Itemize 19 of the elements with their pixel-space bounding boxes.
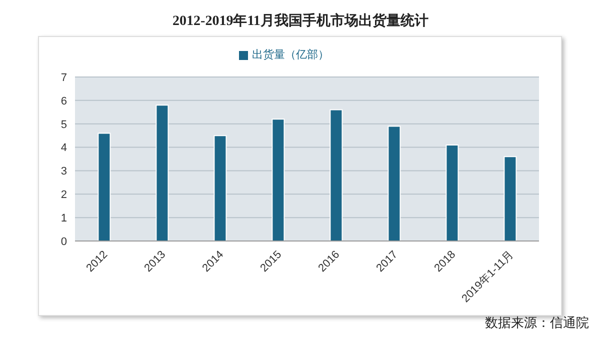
y-tick-label: 4 bbox=[60, 142, 67, 154]
bar bbox=[446, 144, 459, 241]
chart-title: 2012-2019年11月我国手机市场出货量统计 bbox=[172, 12, 430, 31]
source-note: 数据来源：信通院 bbox=[485, 314, 589, 332]
y-tick-label: 3 bbox=[60, 166, 67, 178]
y-tick-label: 1 bbox=[60, 212, 67, 224]
bar bbox=[98, 132, 111, 241]
y-tick-label: 2 bbox=[60, 189, 67, 202]
y-tick-label: 6 bbox=[60, 95, 67, 108]
bar bbox=[388, 126, 401, 241]
legend-label: 出货量（亿部） bbox=[252, 49, 329, 61]
bar bbox=[214, 135, 227, 241]
y-tick-label: 0 bbox=[60, 236, 67, 248]
bar bbox=[156, 104, 169, 241]
bar bbox=[330, 109, 343, 241]
bar bbox=[504, 156, 517, 241]
y-tick-label: 7 bbox=[60, 72, 67, 84]
bar bbox=[272, 118, 285, 241]
y-tick-label: 5 bbox=[60, 118, 67, 131]
